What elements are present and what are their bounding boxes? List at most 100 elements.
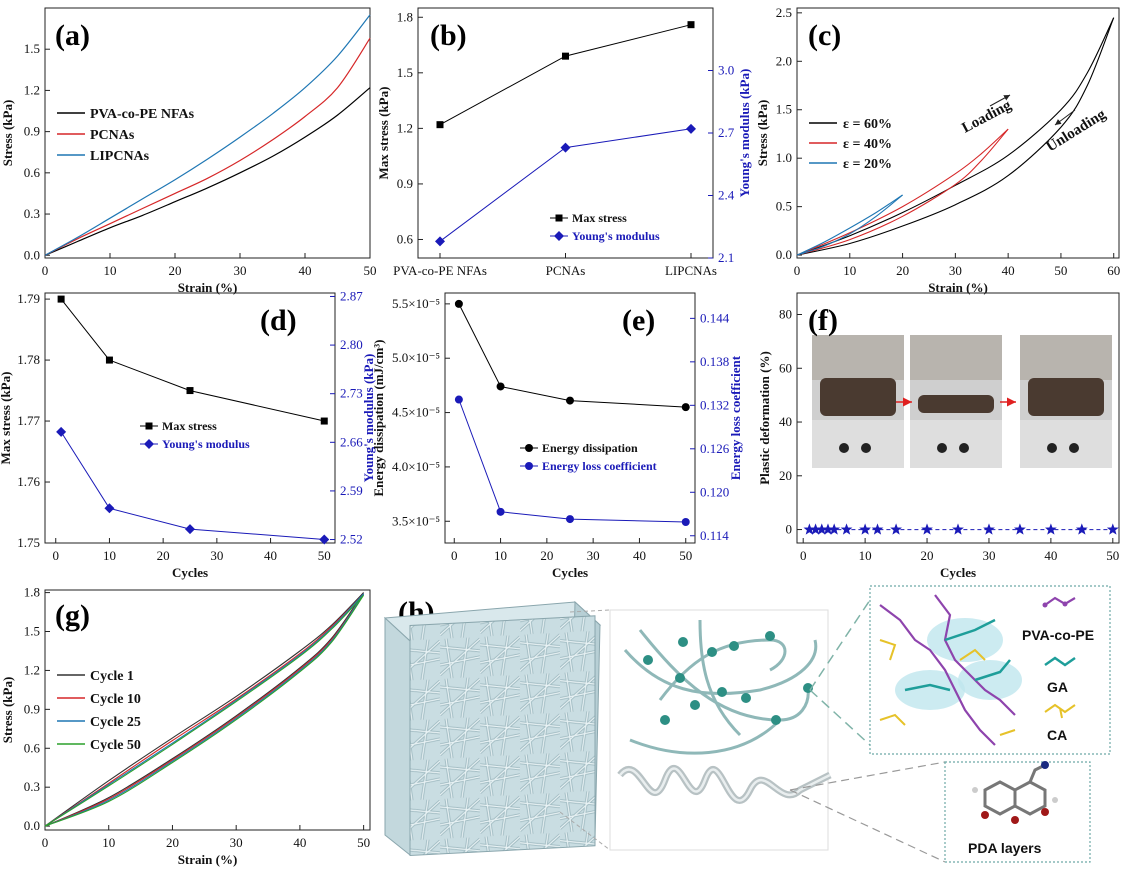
y-tick-label: 1.2 [24, 82, 40, 97]
data-point [1014, 523, 1026, 535]
pva-legend-molecule [1042, 596, 1076, 608]
y-tick-label: 1.79 [17, 291, 40, 306]
y-tick-label: 0 [786, 522, 793, 537]
x-tick-label: 40 [1044, 548, 1057, 563]
y-tick-label: 0.3 [24, 779, 40, 794]
y-tick-label: 2.5 [776, 5, 792, 20]
y-tick-label: 1.0 [776, 150, 792, 165]
legend-label: Max stress [162, 419, 217, 433]
y-tick-label: 0.6 [397, 231, 414, 246]
crosslinked-molecule-illustration [879, 594, 1022, 746]
y2-tick-label: 2.7 [718, 125, 735, 140]
y-tick-label: 40 [779, 414, 792, 429]
data-point [815, 523, 828, 535]
y-tick-label: 0.9 [24, 701, 40, 716]
x-tick-label: 20 [169, 263, 182, 278]
x-tick-label: 0 [42, 263, 49, 278]
compression-photo [910, 335, 1002, 468]
legend-label: ε = 40% [843, 137, 892, 152]
y2-tick-label: 2.80 [340, 337, 363, 352]
y-axis-label: Stress (kPa) [755, 100, 770, 167]
y-tick-label: 20 [779, 468, 792, 483]
data-point [566, 515, 574, 524]
photo-base [1020, 420, 1112, 468]
x-tick-label: 10 [102, 835, 115, 850]
legend-label: PCNAs [90, 128, 135, 143]
series-line [796, 128, 1009, 256]
x-tick-label: 0 [52, 548, 59, 563]
legend-label: Cycle 50 [90, 738, 141, 753]
x-axis-label: Strain (%) [178, 280, 238, 295]
x-tick-label: 50 [357, 835, 370, 850]
x-tick-label: 10 [843, 263, 856, 278]
y2-axis-label: Young's modulus (kPa) [361, 354, 376, 483]
series-line [44, 594, 365, 827]
series-line [796, 17, 1115, 256]
connector-line [809, 599, 871, 691]
y2-tick-label: 0.138 [700, 354, 729, 369]
data-point [104, 503, 115, 514]
y-tick-label: 4.0×10⁻⁵ [392, 459, 440, 474]
data-point [319, 534, 330, 545]
series-line [44, 593, 365, 827]
x-tick-label: 30 [949, 263, 962, 278]
series-line [439, 24, 692, 126]
y-tick-label: 80 [779, 307, 792, 322]
y-tick-label: 0.6 [24, 740, 41, 755]
series-line [796, 17, 1115, 256]
legend-label: PVA-co-PE NFAs [90, 107, 195, 122]
data-point [496, 382, 505, 391]
x-axis-label: Strain (%) [178, 852, 238, 867]
data-point [105, 356, 113, 364]
legend-label: Cycle 1 [90, 669, 134, 684]
y2-tick-label: 0.120 [700, 484, 729, 499]
data-point [320, 417, 328, 425]
x-tick-label: 10 [103, 548, 116, 563]
legend-label: Max stress [572, 211, 627, 225]
annotation-unloading: Unloading [1044, 106, 1109, 155]
data-point [562, 52, 569, 60]
ga-legend-molecule [1044, 656, 1076, 667]
y2-tick-label: 2.87 [340, 288, 363, 303]
legend-label: Energy loss coefficient [542, 459, 657, 473]
chart-panel-g: 0 10 20 30 40 50 0.0 0.3 0.6 0.9 1.2 1.5 1.8 Strain (… [0, 585, 371, 867]
data-point [454, 395, 463, 404]
nanofiber-cube-illustration [383, 600, 602, 857]
x-tick-label: 40 [264, 548, 277, 563]
x-tick-label: 50 [318, 548, 331, 563]
x-axis-label: Strain (%) [928, 280, 988, 295]
legend-label: LIPCNAs [90, 149, 150, 164]
data-point [57, 295, 65, 303]
y-tick-label: 5.5×10⁻⁵ [392, 296, 440, 311]
zoom-line [559, 811, 611, 851]
photo-hole [1069, 443, 1079, 453]
y-tick-label: 0.0 [24, 818, 40, 833]
legend-marker [554, 231, 564, 241]
y2-tick-label: 2.59 [340, 483, 363, 498]
x-tick-label: PCNAs [546, 263, 586, 278]
y2-axis-label: Young's modulus (kPa) [737, 69, 752, 198]
legend-marker [145, 422, 153, 430]
y2-tick-label: 0.126 [700, 441, 730, 456]
y-tick-label: 0.5 [776, 199, 792, 214]
x-tick-label: 40 [633, 548, 646, 563]
y-tick-label: 0.0 [24, 247, 40, 262]
x-tick-label: PVA-co-PE NFAs [393, 263, 487, 278]
y-tick-label: 1.8 [397, 9, 413, 24]
x-tick-label: 10 [494, 548, 507, 563]
photo-base [812, 420, 904, 468]
chart-panel-c: 0 10 20 30 40 50 60 0.0 0.5 1.0 1.5 2.0 2.5 Strain (%… [755, 5, 1120, 295]
y2-tick-label: 0.132 [700, 397, 729, 412]
chart-panel-b: PVA-co-PE NFAs PCNAs LIPCNAs 0.6 0.9 1.2 1.5 1.… [376, 7, 752, 278]
y-tick-label: 0.6 [24, 165, 41, 180]
series-line [44, 592, 364, 827]
legend-label: ε = 20% [843, 157, 892, 172]
x-tick-label: 0 [451, 548, 458, 563]
photo-sample [1028, 378, 1104, 416]
data-point [952, 523, 964, 535]
y-axis-label: Plastic deformation (%) [757, 351, 772, 485]
data-point [681, 517, 690, 526]
chart-panel-a: 0 10 20 30 40 50 0.0 0.3 0.6 0.9 1.2 1.5 Strain (%) S… [0, 7, 377, 295]
x-tick-label: 20 [896, 263, 909, 278]
y2-tick-label: 2.1 [718, 250, 734, 265]
